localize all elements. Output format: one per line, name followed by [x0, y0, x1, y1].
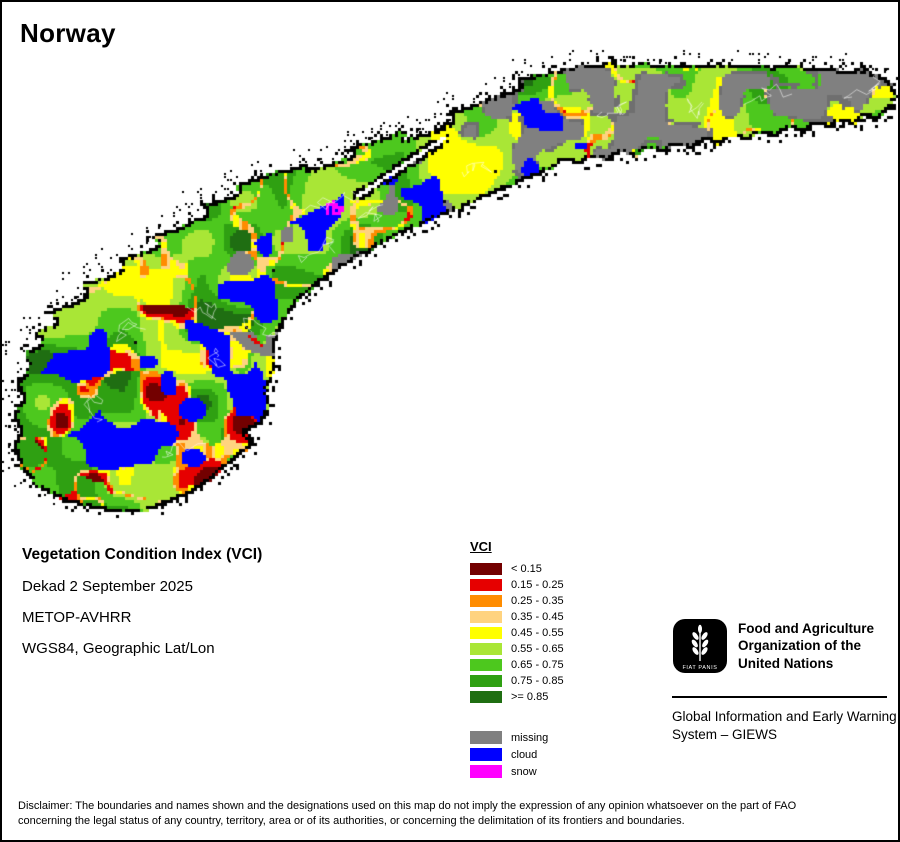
dekad-date: Dekad 2 September 2025 — [22, 578, 193, 595]
legend-extra-list: missing cloud snow — [470, 729, 564, 780]
legend-row: cloud — [470, 746, 564, 763]
legend-color-swatch — [470, 748, 502, 761]
legend-class-label: 0.55 - 0.65 — [511, 643, 564, 655]
projection-name: WGS84, Geographic Lat/Lon — [22, 640, 215, 657]
legend-color-swatch — [470, 563, 502, 575]
vci-heading: Vegetation Condition Index (VCI) — [22, 546, 263, 563]
legend-color-swatch — [470, 595, 502, 607]
legend-row: 0.75 - 0.85 — [470, 673, 564, 689]
legend-class-label: 0.75 - 0.85 — [511, 675, 564, 687]
legend-row: 0.45 - 0.55 — [470, 625, 564, 641]
legend-class-label: < 0.15 — [511, 563, 542, 575]
legend-class-list: < 0.15 0.15 - 0.25 0.25 - 0.35 0.35 - 0.… — [470, 561, 564, 705]
norway-vci-raster-map — [2, 2, 898, 528]
fao-divider-line — [672, 696, 887, 698]
legend-row: < 0.15 — [470, 561, 564, 577]
legend-row: 0.65 - 0.75 — [470, 657, 564, 673]
legend-class-label: 0.15 - 0.25 — [511, 579, 564, 591]
legend-color-swatch — [470, 765, 502, 778]
legend-row: 0.55 - 0.65 — [470, 641, 564, 657]
legend-color-swatch — [470, 643, 502, 655]
legend-row: 0.35 - 0.45 — [470, 609, 564, 625]
legend-color-swatch — [470, 627, 502, 639]
country-title: Norway — [20, 18, 116, 48]
fao-motto: FIAT PANIS — [682, 665, 717, 671]
sensor-name: METOP-AVHRR — [22, 609, 132, 626]
legend-row: 0.25 - 0.35 — [470, 593, 564, 609]
legend-color-swatch — [470, 731, 502, 744]
legend-extra-label: missing — [511, 731, 549, 744]
legend-color-swatch — [470, 659, 502, 671]
fao-block: FIAT PANIS Food and Agriculture Organiza… — [672, 618, 896, 674]
wheat-ear-icon — [691, 624, 709, 661]
legend: VCI < 0.15 0.15 - 0.25 0.25 - 0.35 — [470, 539, 564, 780]
fao-logo-icon: FIAT PANIS — [673, 619, 727, 673]
legend-color-swatch — [470, 675, 502, 687]
legend-class-label: 0.45 - 0.55 — [511, 627, 564, 639]
legend-class-label: 0.65 - 0.75 — [511, 659, 564, 671]
legend-title: VCI — [470, 539, 492, 554]
giews-label: Global Information and Early Warning Sys… — [672, 709, 897, 743]
legend-row: 0.15 - 0.25 — [470, 577, 564, 593]
legend-extra-label: cloud — [511, 748, 538, 761]
legend-row: missing — [470, 729, 564, 746]
legend-color-swatch — [470, 691, 502, 703]
legend-class-label: 0.35 - 0.45 — [511, 611, 564, 623]
legend-color-swatch — [470, 611, 502, 623]
legend-class-label: 0.25 - 0.35 — [511, 595, 564, 607]
legend-row: >= 0.85 — [470, 689, 564, 705]
legend-class-label: >= 0.85 — [511, 691, 549, 703]
legend-row: snow — [470, 763, 564, 780]
legend-extra-label: snow — [511, 765, 537, 778]
disclaimer-text: Disclaimer: The boundaries and names sho… — [18, 800, 797, 828]
legend-color-swatch — [470, 579, 502, 591]
map-metadata: Vegetation Condition Index (VCI) Dekad 2… — [22, 546, 262, 657]
fao-org-name: Food and Agriculture Organization of the… — [738, 620, 874, 671]
